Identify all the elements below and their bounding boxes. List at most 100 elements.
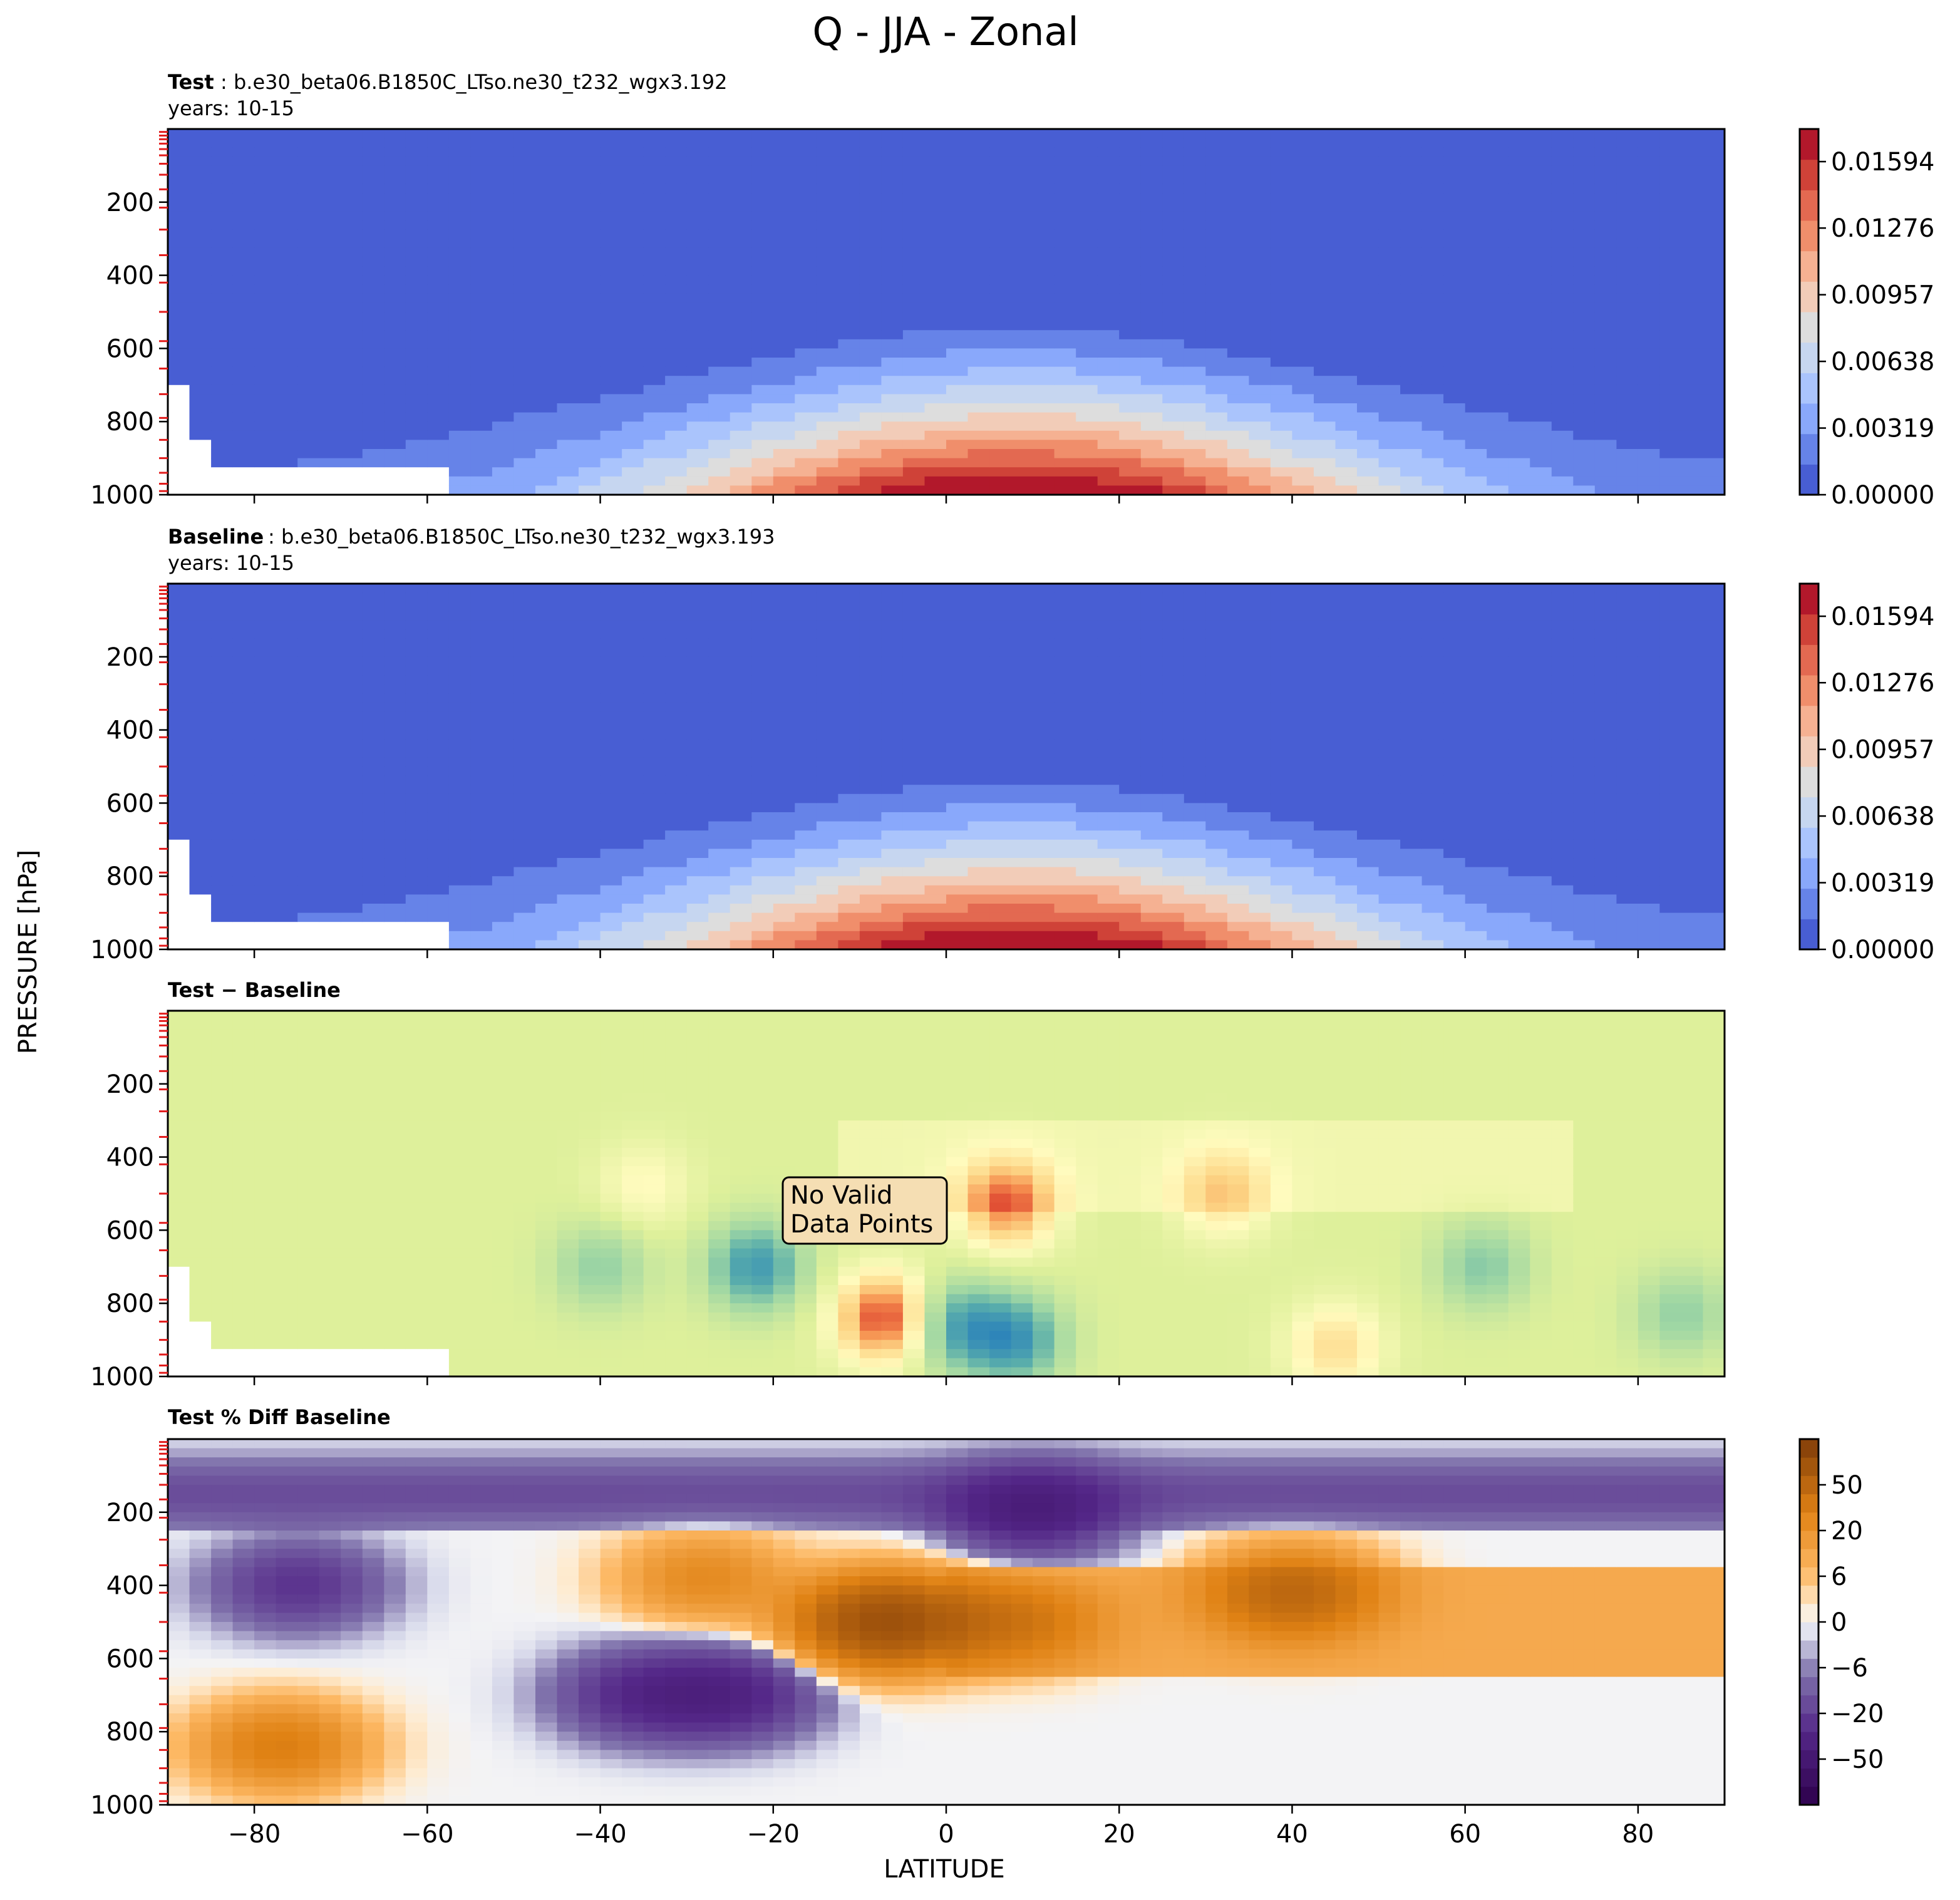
field-cell bbox=[881, 321, 904, 331]
field-cell bbox=[579, 302, 601, 312]
field-cell bbox=[1054, 394, 1076, 404]
field-cell bbox=[1140, 803, 1163, 813]
field-cell bbox=[967, 757, 990, 767]
field-cell bbox=[1184, 721, 1206, 731]
field-cell bbox=[924, 711, 947, 721]
field-cell bbox=[665, 730, 688, 740]
field-cell bbox=[211, 821, 234, 831]
field-cell bbox=[1703, 458, 1725, 468]
field-cell bbox=[665, 684, 688, 694]
field-cell bbox=[902, 648, 925, 658]
field-cell bbox=[470, 220, 493, 230]
field-cell bbox=[362, 485, 384, 495]
field-cell bbox=[405, 147, 428, 157]
field-cell bbox=[189, 602, 212, 612]
field-cell bbox=[751, 684, 774, 694]
field-cell bbox=[924, 183, 947, 194]
field-cell bbox=[967, 321, 990, 331]
field-cell bbox=[341, 385, 363, 395]
field-cell bbox=[470, 202, 493, 212]
field-cell bbox=[1054, 785, 1076, 795]
field-cell bbox=[751, 175, 774, 185]
field-cell bbox=[1249, 592, 1271, 602]
field-cell bbox=[211, 611, 234, 621]
field-cell bbox=[881, 376, 904, 386]
field-cell bbox=[859, 912, 882, 922]
field-cell bbox=[1033, 211, 1055, 221]
field-cell bbox=[1119, 839, 1142, 849]
field-cell bbox=[362, 412, 384, 422]
field-cell bbox=[405, 348, 428, 358]
field-cell bbox=[1357, 467, 1380, 477]
field-cell bbox=[773, 793, 795, 803]
field-cell bbox=[816, 629, 838, 639]
field-cell bbox=[492, 239, 514, 249]
field-cell bbox=[686, 449, 709, 459]
field-cell bbox=[557, 656, 579, 666]
field-cell bbox=[189, 620, 212, 630]
field-cell bbox=[1292, 129, 1314, 139]
field-cell bbox=[1508, 284, 1530, 294]
field-cell bbox=[1378, 421, 1401, 431]
field-cell bbox=[795, 830, 817, 840]
field-cell bbox=[795, 312, 817, 322]
field-cell bbox=[1659, 366, 1682, 376]
field-cell bbox=[276, 793, 298, 803]
field-cell bbox=[1594, 348, 1617, 358]
field-cell bbox=[773, 220, 795, 230]
field-cell bbox=[989, 876, 1012, 886]
field-cell bbox=[859, 666, 882, 676]
field-cell bbox=[1551, 321, 1574, 331]
field-cell bbox=[838, 693, 860, 703]
field-cell bbox=[1076, 894, 1098, 904]
field-cell bbox=[1011, 202, 1033, 212]
field-cell bbox=[470, 812, 493, 822]
field-cell bbox=[643, 629, 666, 639]
field-cell bbox=[276, 830, 298, 840]
field-cell bbox=[448, 312, 471, 322]
field-cell bbox=[341, 211, 363, 221]
field-cell bbox=[751, 711, 774, 721]
field-cell bbox=[967, 584, 990, 594]
field-cell bbox=[579, 721, 601, 731]
field-cell bbox=[622, 839, 644, 849]
field-cell bbox=[924, 458, 947, 468]
field-cell bbox=[1487, 403, 1509, 413]
field-cell bbox=[622, 730, 644, 740]
field-cell bbox=[730, 757, 752, 767]
field-cell bbox=[232, 592, 255, 602]
field-cell bbox=[1076, 904, 1098, 914]
field-cell bbox=[686, 348, 709, 358]
field-cell bbox=[535, 348, 558, 358]
field-cell bbox=[1076, 812, 1098, 822]
field-cell bbox=[189, 711, 212, 721]
field-cell bbox=[1097, 711, 1120, 721]
field-cell bbox=[881, 385, 904, 395]
field-cell bbox=[859, 366, 882, 376]
field-cell bbox=[1205, 485, 1228, 495]
field-cell bbox=[1378, 257, 1401, 267]
field-cell bbox=[232, 767, 255, 777]
field-cell bbox=[211, 693, 234, 703]
field-cell bbox=[1314, 321, 1336, 331]
field-cell bbox=[470, 403, 493, 413]
field-cell bbox=[1227, 330, 1249, 340]
field-cell bbox=[1659, 275, 1682, 285]
field-cell bbox=[1681, 138, 1703, 148]
field-cell bbox=[1421, 339, 1444, 349]
field-cell bbox=[232, 467, 255, 477]
field-cell bbox=[1205, 702, 1228, 712]
field-cell bbox=[946, 812, 969, 822]
field-cell bbox=[1011, 467, 1033, 477]
field-cell bbox=[665, 440, 688, 450]
field-cell bbox=[1076, 202, 1098, 212]
field-cell bbox=[579, 293, 601, 303]
field-cell bbox=[967, 721, 990, 731]
field-cell bbox=[427, 366, 450, 376]
field-cell bbox=[686, 867, 709, 877]
field-cell bbox=[1551, 403, 1574, 413]
field-cell bbox=[1011, 321, 1033, 331]
field-cell bbox=[1357, 421, 1380, 431]
field-cell bbox=[1314, 358, 1336, 368]
field-cell bbox=[665, 894, 688, 904]
